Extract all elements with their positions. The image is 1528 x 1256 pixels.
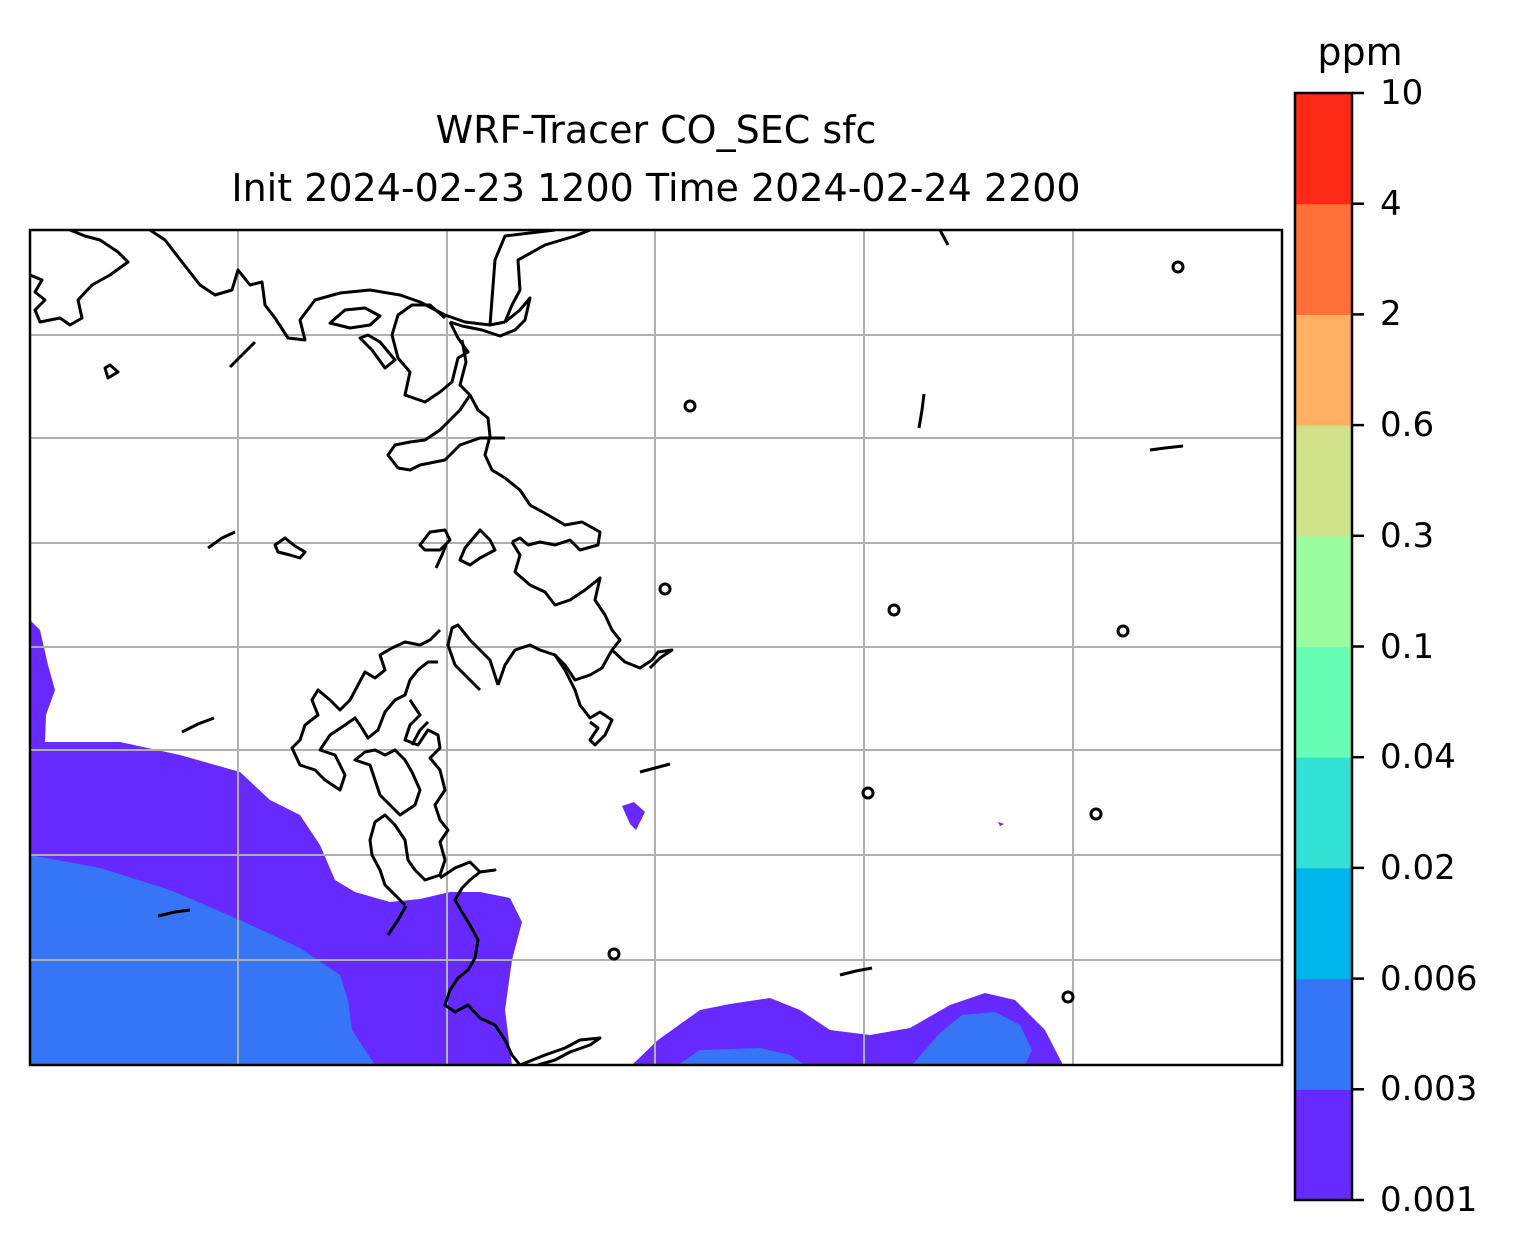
colorbar-segment	[1295, 646, 1352, 758]
colorbar-tick-label: 10	[1380, 73, 1424, 113]
chart-title: WRF-Tracer CO_SEC sfc	[435, 108, 877, 152]
colorbar-tick-label: 4	[1380, 183, 1402, 224]
field-0.001-0.003-small-patch	[622, 802, 645, 830]
colorbar-segment	[1295, 203, 1352, 315]
colorbar-segment	[1295, 1089, 1352, 1201]
colorbar-tick-label: 2	[1380, 294, 1402, 335]
colorbar	[1295, 91, 1364, 1202]
colorbar-units-label: ppm	[1317, 30, 1403, 74]
colorbar-segment	[1295, 314, 1352, 426]
map-panel	[30, 230, 1282, 1065]
coastlines	[30, 230, 1185, 1065]
colorbar-tick-label: 0.006	[1380, 958, 1478, 999]
field-speck	[998, 822, 1004, 826]
colorbar-segment	[1295, 535, 1352, 647]
chart-subtitle: Init 2024-02-23 1200 Time 2024-02-24 220…	[231, 166, 1081, 210]
field-0.003-0.006-south-a	[678, 1048, 805, 1065]
field-0.003-0.006-south-b	[912, 1012, 1032, 1065]
colorbar-tick-label: 0.6	[1380, 405, 1435, 446]
gridlines	[30, 230, 1282, 1065]
colorbar-tick-label: 0.001	[1380, 1180, 1478, 1220]
map-frame	[28, 228, 1284, 1067]
colorbar-segment	[1295, 425, 1352, 537]
colorbar-tick-label: 0.02	[1380, 847, 1456, 888]
colorbar-tick-label: 0.3	[1380, 515, 1435, 556]
colorbar-frame	[1293, 91, 1354, 1202]
colorbar-tick-label: 0.1	[1380, 626, 1435, 667]
colorbar-segment	[1295, 757, 1352, 869]
colorbar-segment	[1295, 867, 1352, 980]
colorbar-tick-label: 0.003	[1380, 1069, 1478, 1110]
colorbar-segment	[1295, 978, 1352, 1090]
colorbar-segment	[1295, 93, 1352, 205]
colorbar-tick-label: 0.04	[1380, 737, 1456, 778]
